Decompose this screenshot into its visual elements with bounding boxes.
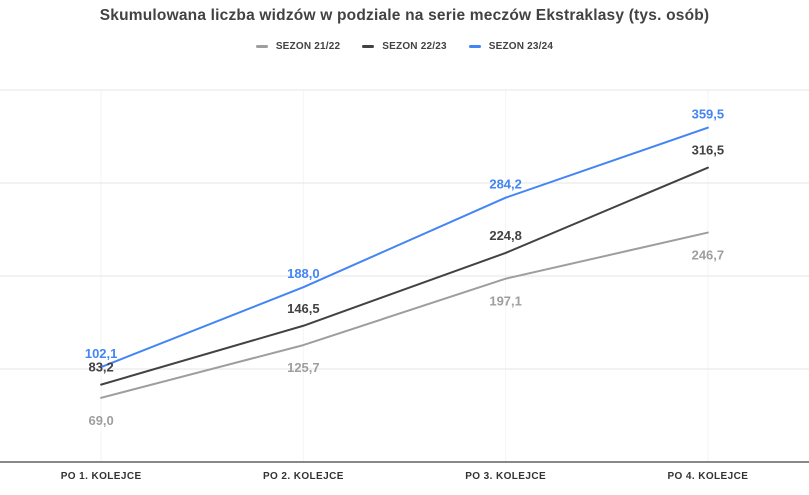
data-label: 359,5: [692, 107, 725, 122]
series-line: [100, 126, 709, 369]
series-line: [100, 166, 709, 386]
data-label: 316,5: [692, 143, 725, 158]
data-label: 284,2: [489, 177, 522, 192]
x-axis-label: PO 2. KOLEJCE: [263, 471, 344, 482]
legend-swatch-icon: [362, 45, 375, 48]
legend-item: SEZON 23/24: [468, 41, 554, 52]
legend-swatch-icon: [255, 45, 268, 48]
legend-item: SEZON 21/22: [255, 41, 341, 52]
data-label: 83,2: [88, 360, 113, 375]
legend-swatch-icon: [468, 45, 481, 48]
data-label: 69,0: [88, 413, 113, 428]
data-label: 125,7: [287, 360, 320, 375]
x-axis-label: PO 1. KOLEJCE: [61, 471, 142, 482]
data-label: 102,1: [85, 346, 118, 361]
chart-legend: SEZON 21/22 SEZON 22/23 SEZON 23/24: [0, 41, 809, 52]
legend-label: SEZON 21/22: [275, 41, 341, 52]
data-label: 224,8: [489, 228, 522, 243]
x-axis-label: PO 4. KOLEJCE: [667, 471, 748, 482]
legend-label: SEZON 22/23: [382, 41, 447, 52]
chart-title: Skumulowana liczba widzów w podziale na …: [99, 7, 710, 24]
data-label: 146,5: [287, 301, 320, 316]
data-label: 197,1: [489, 294, 522, 309]
series-line: [100, 231, 709, 399]
legend-item: SEZON 22/23: [362, 41, 447, 52]
x-axis-label: PO 3. KOLEJCE: [465, 471, 546, 482]
data-label: 246,7: [692, 248, 725, 263]
data-label: 188,0: [287, 266, 320, 281]
legend-label: SEZON 23/24: [488, 41, 554, 52]
